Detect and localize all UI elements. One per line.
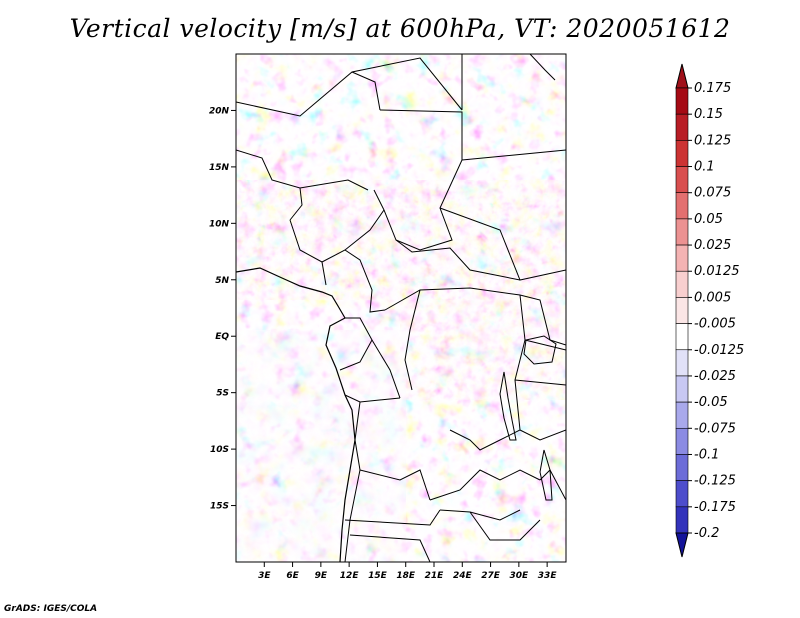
- x-tick-label: 21E: [425, 571, 445, 581]
- colorbar-swatch: [675, 506, 689, 534]
- velocity-field: [236, 54, 566, 562]
- colorbar-high-arrow: [675, 63, 689, 89]
- x-tick-label: 18E: [396, 571, 416, 581]
- colorbar-label: 0.075: [694, 186, 731, 201]
- colorbar-label: -0.075: [694, 421, 736, 436]
- colorbar-label: -0.05: [694, 395, 728, 410]
- colorbar-label: 0.0125: [694, 264, 740, 279]
- colorbar-swatch: [675, 401, 689, 429]
- colorbar-label: 0.175: [694, 81, 731, 96]
- colorbar-swatch: [675, 480, 689, 508]
- colorbar-swatch: [675, 297, 689, 324]
- y-tick-label: EQ: [215, 332, 229, 342]
- colorbar-swatch: [675, 192, 689, 220]
- colorbar-label: -0.125: [694, 474, 736, 489]
- colorbar-label: -0.0125: [694, 343, 744, 358]
- colorbar-swatch: [675, 244, 689, 272]
- colorbar-swatch: [675, 218, 689, 246]
- x-tick-label: 24E: [453, 571, 473, 581]
- axis-ticks: 3E 6E 9E 12E 15E 18E 21E 24E 27E 30E 33E 20N 15N 10N 5…: [209, 106, 557, 581]
- map-frame: [235, 53, 567, 563]
- colorbar-swatch: [675, 427, 689, 455]
- colorbar-swatch: [675, 349, 689, 377]
- colorbar-label: 0.005: [694, 290, 731, 305]
- colorbar-label: -0.025: [694, 369, 736, 384]
- colorbar-label: 0.125: [694, 133, 731, 148]
- colorbar-label: 0.05: [694, 212, 723, 227]
- colorbar-label: 0.15: [694, 107, 723, 122]
- y-tick-label: 5N: [215, 276, 229, 286]
- colorbar-swatch: [675, 87, 689, 115]
- x-tick-label: 6E: [286, 571, 299, 581]
- colorbar-label: -0.2: [694, 526, 719, 541]
- x-tick-label: 12E: [340, 571, 360, 581]
- colorbar-swatch: [675, 140, 689, 167]
- y-tick-label: 15N: [209, 163, 230, 173]
- colorbar-label: 0.025: [694, 238, 731, 253]
- footer-credit: GrADS: IGES/COLA: [4, 604, 98, 614]
- colorbar-swatch: [675, 375, 689, 403]
- colorbar-label: -0.175: [694, 500, 736, 515]
- y-tick-label: 10S: [210, 445, 229, 455]
- x-tick-label: 33E: [538, 571, 558, 581]
- x-tick-label: 30E: [510, 571, 530, 581]
- country-boundaries: [236, 54, 566, 562]
- colorbar-low-arrow: [675, 532, 689, 558]
- colorbar-label: 0.1: [694, 160, 715, 175]
- colorbar-swatch: [675, 113, 689, 141]
- colorbar-swatch: [675, 166, 689, 194]
- y-tick-label: 15S: [210, 502, 229, 512]
- x-tick-label: 9E: [315, 571, 328, 581]
- chart-title: Vertical velocity [m/s] at 600hPa, VT: 2…: [69, 14, 731, 43]
- colorbar-swatch: [675, 270, 689, 298]
- colorbar-label: -0.1: [694, 447, 719, 462]
- x-tick-label: 15E: [368, 571, 388, 581]
- y-tick-label: 5S: [216, 389, 229, 399]
- x-tick-label: 3E: [258, 571, 271, 581]
- colorbar: 0.175 0.15 0.125 0.1 0.075 0.05 0.025 0.0125 0.0…: [675, 63, 744, 558]
- x-tick-label: 27E: [481, 571, 501, 581]
- colorbar-swatch: [675, 454, 689, 481]
- colorbar-swatch: [675, 323, 689, 351]
- y-tick-label: 10N: [209, 219, 230, 229]
- colorbar-label: -0.005: [694, 317, 736, 332]
- y-tick-label: 20N: [209, 106, 230, 116]
